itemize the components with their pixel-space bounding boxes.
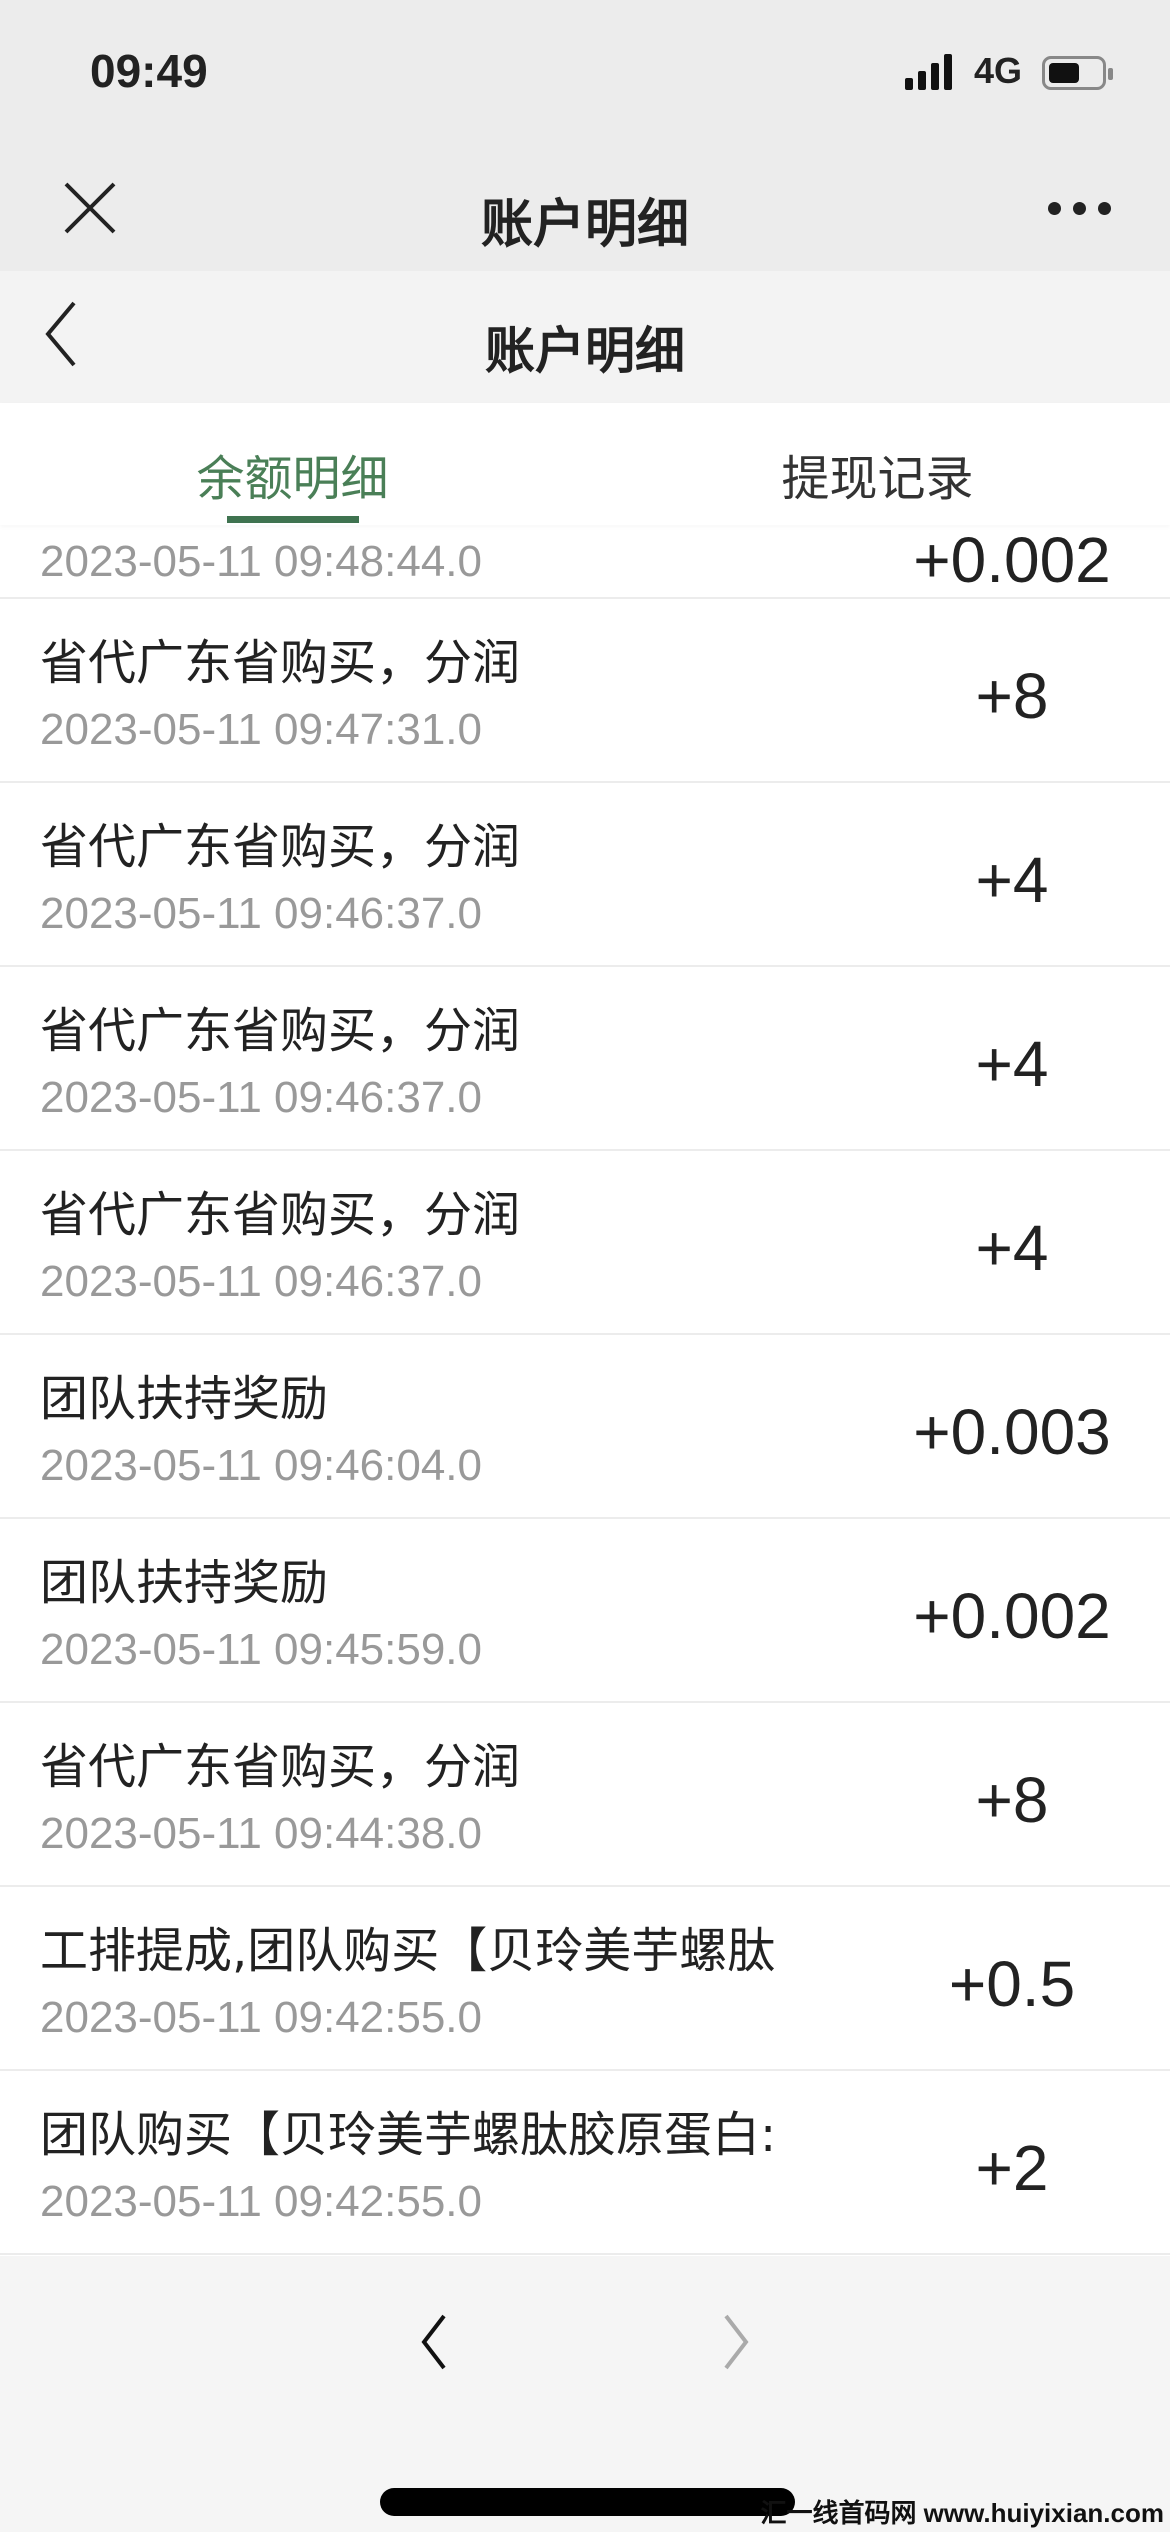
record-amount: +4: [975, 844, 1049, 916]
status-time: 09:49: [90, 45, 208, 97]
record-title: 省代广东省购买，分润: [40, 1739, 521, 1795]
record-date: 2023-05-11 09:46:04.0: [40, 1441, 482, 1490]
record-date: 2023-05-11 09:42:55.0: [40, 1993, 482, 2042]
home-indicator: [380, 2488, 795, 2516]
record-amount: +2: [975, 2132, 1049, 2204]
record-amount: +8: [975, 1764, 1049, 1836]
records-list[interactable]: 2023-05-11 09:48:44.0 +0.002 省代广东省购买，分润 2…: [0, 525, 1170, 2256]
record-title: 团队扶持奖励: [40, 1555, 329, 1611]
record-title: 省代广东省购买，分润: [40, 1003, 521, 1059]
chevron-left-icon[interactable]: [42, 299, 82, 369]
status-bar: 09:49 4G: [0, 0, 1170, 160]
battery-icon: [1042, 56, 1113, 90]
list-item[interactable]: 省代广东省购买，分润 2023-05-11 09:46:37.0 +4: [0, 783, 1170, 967]
list-item[interactable]: 2023-05-11 09:48:44.0 +0.002: [0, 525, 1170, 599]
record-date: 2023-05-11 09:48:44.0: [40, 537, 482, 586]
record-amount: +8: [975, 660, 1049, 732]
list-item[interactable]: 工排提成,团队购买【贝玲美芋螺肽 2023-05-11 09:42:55.0 +0.…: [0, 1887, 1170, 2071]
record-title: 团队购买【贝玲美芋螺肽胶原蛋白:: [40, 2107, 777, 2163]
tab-bar: 余额明细 提现记录: [0, 403, 1170, 525]
record-title: 工排提成,团队购买【贝玲美芋螺肽: [40, 1923, 776, 1979]
record-amount: +0.002: [913, 525, 1111, 596]
record-date: 2023-05-11 09:42:55.0: [40, 2177, 482, 2226]
chevron-left-icon[interactable]: [414, 2312, 454, 2372]
record-date: 2023-05-11 09:46:37.0: [40, 1257, 482, 1306]
record-title: 省代广东省购买，分润: [40, 819, 521, 875]
record-date: 2023-05-11 09:46:37.0: [40, 1073, 482, 1122]
watermark: 汇一线首码网 www.huiyixian.com: [760, 2498, 1164, 2528]
record-title: 省代广东省购买，分润: [40, 1187, 521, 1243]
tab-balance-detail[interactable]: 余额明细: [0, 403, 585, 525]
tab-withdraw-records[interactable]: 提现记录: [781, 451, 974, 507]
list-item[interactable]: 团队扶持奖励 2023-05-11 09:46:04.0 +0.003: [0, 1335, 1170, 1519]
record-amount: +0.003: [913, 1396, 1111, 1468]
record-amount: +0.5: [948, 1948, 1076, 2020]
list-item[interactable]: 团队购买【贝玲美芋螺肽胶原蛋白: 2023-05-11 09:42:55.0 +2: [0, 2071, 1170, 2255]
page-nav-bar: 账户明细: [0, 271, 1170, 403]
list-item[interactable]: 省代广东省购买，分润 2023-05-11 09:47:31.0 +8: [0, 599, 1170, 783]
record-title: 省代广东省购买，分润: [40, 635, 521, 691]
record-date: 2023-05-11 09:44:38.0: [40, 1809, 482, 1858]
list-item[interactable]: 省代广东省购买，分润 2023-05-11 09:44:38.0 +8: [0, 1703, 1170, 1887]
page-title: 账户明细: [485, 322, 685, 380]
record-amount: +4: [975, 1212, 1049, 1284]
record-date: 2023-05-11 09:45:59.0: [40, 1625, 482, 1674]
record-date: 2023-05-11 09:47:31.0: [40, 705, 482, 754]
chevron-right-icon[interactable]: [716, 2312, 756, 2372]
webview-nav-bar: 账户明细: [0, 160, 1170, 271]
network-type: 4G: [974, 50, 1023, 91]
record-date: 2023-05-11 09:46:37.0: [40, 889, 482, 938]
webview-title: 账户明细: [480, 195, 689, 255]
list-item[interactable]: 团队扶持奖励 2023-05-11 09:45:59.0 +0.002: [0, 1519, 1170, 1703]
list-item[interactable]: 省代广东省购买，分润 2023-05-11 09:46:37.0 +4: [0, 1151, 1170, 1335]
close-icon[interactable]: [60, 178, 120, 238]
record-amount: +4: [975, 1028, 1049, 1100]
list-item[interactable]: 省代广东省购买，分润 2023-05-11 09:46:37.0 +4: [0, 967, 1170, 1151]
record-amount: +0.002: [913, 1580, 1111, 1652]
record-title: 团队扶持奖励: [40, 1371, 329, 1427]
signal-icon: [905, 54, 952, 90]
browser-toolbar: [0, 2256, 1170, 2532]
more-dots-icon[interactable]: [1048, 202, 1111, 215]
